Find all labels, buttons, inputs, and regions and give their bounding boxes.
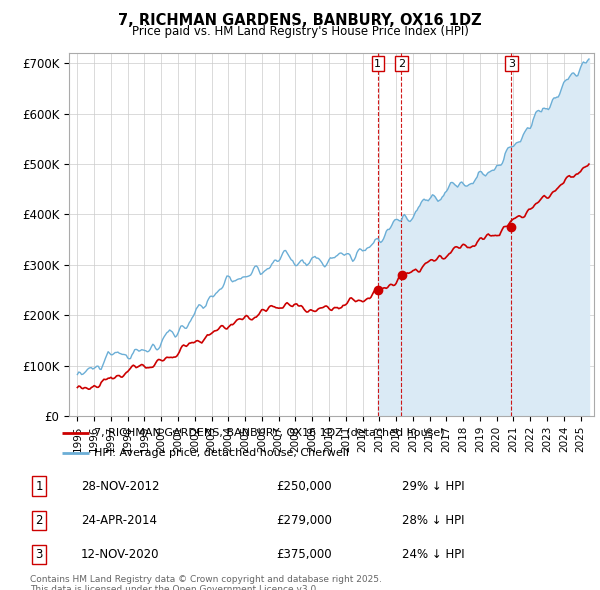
Text: 1: 1 bbox=[35, 480, 43, 493]
Text: 2: 2 bbox=[398, 58, 405, 68]
Text: £250,000: £250,000 bbox=[276, 480, 332, 493]
Text: 7, RICHMAN GARDENS, BANBURY, OX16 1DZ: 7, RICHMAN GARDENS, BANBURY, OX16 1DZ bbox=[118, 13, 482, 28]
Text: 28-NOV-2012: 28-NOV-2012 bbox=[81, 480, 160, 493]
Text: Contains HM Land Registry data © Crown copyright and database right 2025.
This d: Contains HM Land Registry data © Crown c… bbox=[30, 575, 382, 590]
Text: 2: 2 bbox=[35, 514, 43, 527]
Text: 1: 1 bbox=[374, 58, 381, 68]
Text: 24-APR-2014: 24-APR-2014 bbox=[81, 514, 157, 527]
Text: 3: 3 bbox=[35, 548, 43, 561]
Text: £279,000: £279,000 bbox=[276, 514, 332, 527]
Text: HPI: Average price, detached house, Cherwell: HPI: Average price, detached house, Cher… bbox=[94, 448, 349, 457]
Text: £375,000: £375,000 bbox=[276, 548, 332, 561]
Text: 29% ↓ HPI: 29% ↓ HPI bbox=[402, 480, 464, 493]
Text: 3: 3 bbox=[508, 58, 515, 68]
Text: 24% ↓ HPI: 24% ↓ HPI bbox=[402, 548, 464, 561]
Text: 12-NOV-2020: 12-NOV-2020 bbox=[81, 548, 160, 561]
Text: Price paid vs. HM Land Registry's House Price Index (HPI): Price paid vs. HM Land Registry's House … bbox=[131, 25, 469, 38]
Text: 28% ↓ HPI: 28% ↓ HPI bbox=[402, 514, 464, 527]
Text: 7, RICHMAN GARDENS, BANBURY, OX16 1DZ (detached house): 7, RICHMAN GARDENS, BANBURY, OX16 1DZ (d… bbox=[94, 428, 445, 438]
